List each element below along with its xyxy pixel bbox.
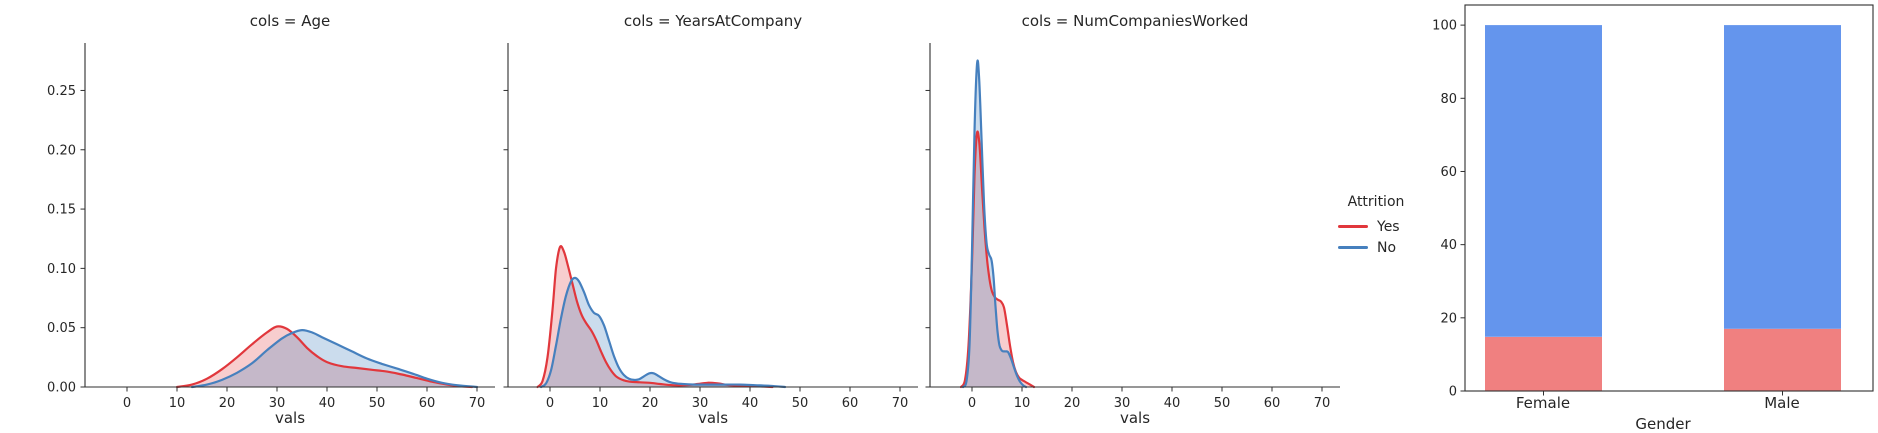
legend-line-yes-icon [1338,225,1368,228]
y-tick-label: 100 [1432,19,1457,34]
legend-label-no: No [1377,239,1397,256]
x-tick-label: 0 [546,396,554,411]
bar-segment-no-male [1724,25,1841,329]
x-tick-label: 50 [792,396,809,411]
x-tick-label: 50 [1214,396,1231,411]
x-tick-label: 40 [319,396,336,411]
kde-fill-yes [537,246,773,387]
x-tick-label: 70 [1314,396,1331,411]
legend-item-yes: Yes [1336,216,1416,237]
attrition-legend: Attrition Yes No [1336,193,1416,258]
axes-box [1464,4,1874,392]
kde-fill-no [541,277,785,387]
y-tick-label: 40 [1440,238,1457,253]
y-tick-label: 0.10 [47,262,76,277]
x-axis-label-vals-yearsatcompany: vals [697,409,729,427]
x-tick-label: 60 [842,396,859,411]
x-tick-label: 0 [968,396,976,411]
x-tick-label: 0 [123,396,131,411]
x-tick-label: 40 [742,396,759,411]
x-tick-label: 60 [419,396,436,411]
kde-fill-yes [177,326,472,387]
x-tick-label: 30 [269,396,286,411]
facet-age: cols = Age 0 10 20 30 40 50 60 70 0.00 0.05 0.10 0.… [35,0,505,432]
x-tick-label: 20 [642,396,659,411]
y-tick-label: 60 [1440,165,1457,180]
category-label-female: Female [1515,394,1571,412]
legend-line-no-icon [1338,246,1368,249]
gender-axis-label: Gender [1635,415,1691,433]
legend-label-yes: Yes [1377,218,1400,235]
y-tick-label: 0.05 [47,321,76,336]
x-tick-label: 20 [219,396,236,411]
x-tick-label: 40 [1164,396,1181,411]
legend-title: Attrition [1347,194,1405,210]
y-tick-label: 0.00 [47,381,76,396]
y-tick-label: 0.15 [47,203,76,218]
kde-line-no [539,276,787,389]
x-tick-label: 60 [1264,396,1281,411]
category-label-male: Male [1764,394,1800,412]
bar-segment-no-female [1485,25,1602,337]
x-tick-label: 50 [369,396,386,411]
kde-plot-age: 0 10 20 30 40 50 60 70 0.00 0.05 0.10 0.15 0.20 0.25 [47,43,495,411]
x-axis-label-vals-age: vals [274,409,306,427]
y-tick-label: 20 [1440,311,1457,326]
kde-line-no [961,59,1028,389]
facet-title-age: cols = Age [249,12,331,30]
x-tick-label: 10 [592,396,609,411]
bar-segment-yes-female [1485,336,1602,391]
kde-plot-numcompaniesworked: 0 10 20 30 40 50 60 70 [925,43,1340,411]
x-tick-label: 70 [892,396,909,411]
facet-numcompaniesworked: cols = NumCompaniesWorked 0 10 20 30 40 50 60 7… [880,0,1350,432]
legend-item-no: No [1336,237,1416,258]
kde-line-yes [175,325,474,389]
y-tick-label: 0.20 [47,143,76,158]
kde-plot-yearsatcompany: 0 10 20 30 40 50 60 70 [503,43,918,411]
stacked-bar-plot: 0 20 40 60 80 100 [1432,4,1874,400]
x-tick-label: 30 [692,396,709,411]
x-tick-label: 70 [469,396,486,411]
y-tick-label: 0.25 [47,84,76,99]
x-tick-label: 30 [1114,396,1131,411]
bar-segment-yes-male [1724,328,1841,391]
x-tick-label: 10 [169,396,186,411]
facet-yearsatcompany: cols = YearsAtCompany 0 10 20 30 40 50 60 70 va… [458,0,928,432]
kde-fill-no [192,330,477,387]
x-tick-label: 20 [1064,396,1081,411]
facet-title-numcompaniesworked: cols = NumCompaniesWorked [1021,12,1249,30]
y-tick-label: 0 [1449,385,1457,400]
kde-fill-yes [961,131,1034,387]
y-tick-label: 80 [1440,92,1457,107]
gender-attrition-bar-chart: 0 20 40 60 80 100 Female Male Gender [1425,0,1878,433]
x-tick-label: 10 [1014,396,1031,411]
kde-line-no [190,328,479,389]
facet-title-yearsatcompany: cols = YearsAtCompany [623,12,803,30]
x-axis-label-vals-numcompaniesworked: vals [1119,409,1151,427]
kde-line-yes [536,245,774,389]
